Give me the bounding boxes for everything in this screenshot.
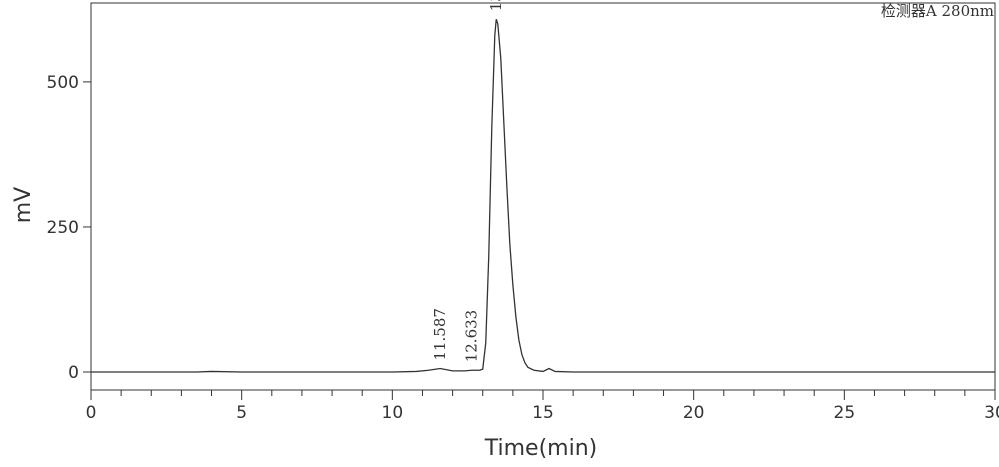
y-tick-label: 500 bbox=[47, 73, 79, 93]
x-tick-label: 10 bbox=[382, 403, 404, 423]
peak-label: 13.448 bbox=[487, 0, 505, 11]
y-tick-label: 0 bbox=[68, 363, 79, 383]
x-tick-label: 0 bbox=[86, 403, 97, 423]
y-tick-label: 250 bbox=[47, 218, 79, 238]
peak-label: 11.587 bbox=[431, 308, 449, 361]
chromatogram-line bbox=[91, 19, 995, 373]
y-axis-label: mV bbox=[11, 187, 36, 223]
x-tick-label: 20 bbox=[683, 403, 705, 423]
x-tick-label: 25 bbox=[834, 403, 856, 423]
x-tick-label: 5 bbox=[236, 403, 247, 423]
x-axis-label: Time(min) bbox=[484, 436, 598, 461]
plot-frame bbox=[90, 2, 996, 391]
chart-title: 检测器A 280nm bbox=[881, 2, 994, 20]
x-tick-label: 15 bbox=[532, 403, 554, 423]
x-tick-label: 30 bbox=[984, 403, 999, 423]
peak-label: 12.633 bbox=[463, 310, 481, 363]
